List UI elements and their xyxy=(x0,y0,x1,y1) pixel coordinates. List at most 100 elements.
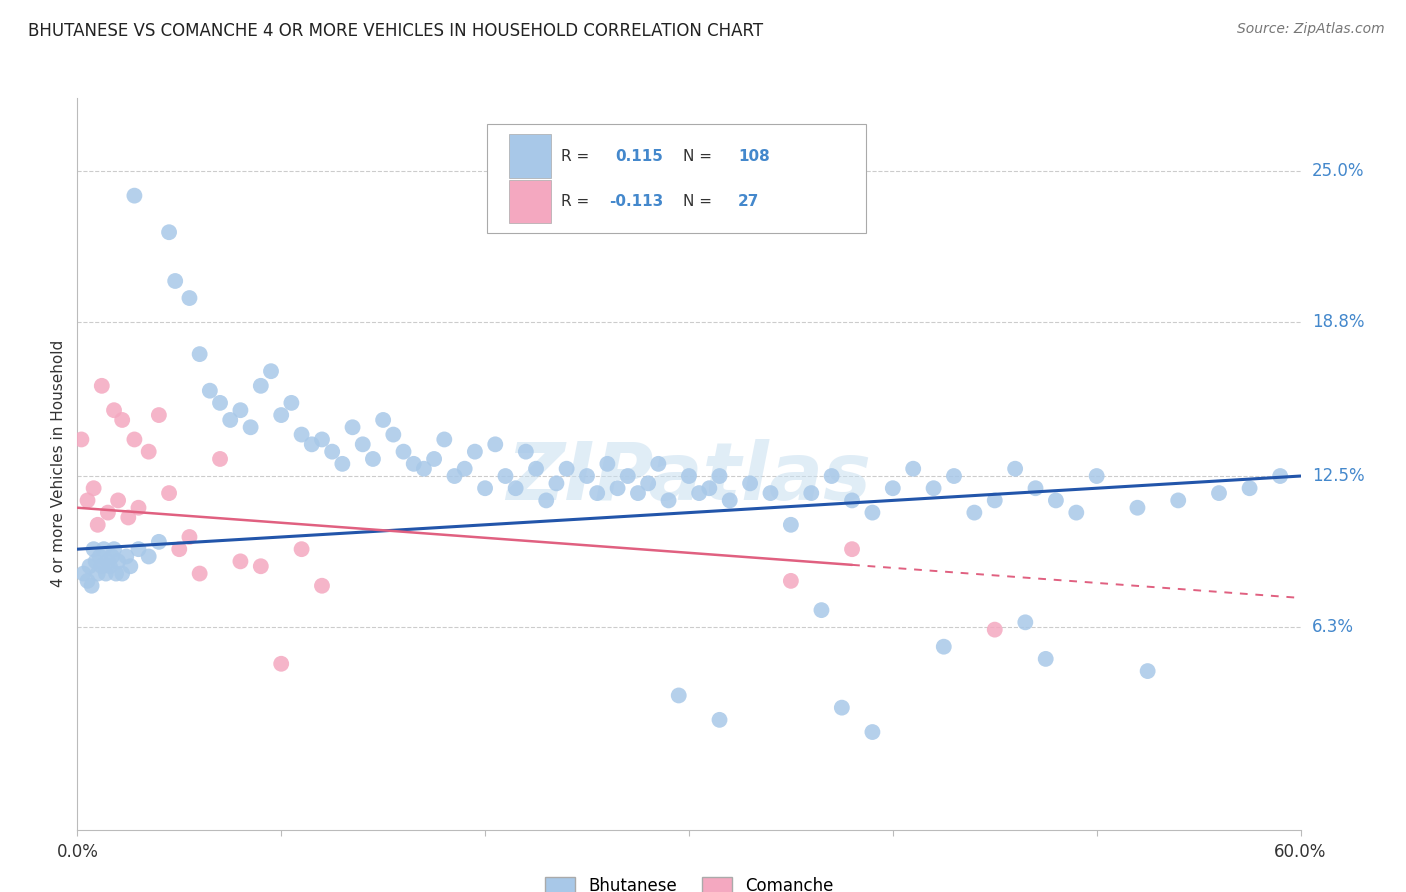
Point xyxy=(371,413,394,427)
Point xyxy=(290,542,312,557)
Y-axis label: 4 or more Vehicles in Household: 4 or more Vehicles in Household xyxy=(51,340,66,588)
Point xyxy=(188,566,211,581)
Point xyxy=(546,476,568,491)
Text: -0.113: -0.113 xyxy=(609,194,664,209)
Point xyxy=(157,225,180,239)
Point xyxy=(821,469,844,483)
Point xyxy=(90,559,112,574)
Point xyxy=(107,554,129,568)
Legend: Bhutanese, Comanche: Bhutanese, Comanche xyxy=(538,871,839,892)
Point xyxy=(382,427,405,442)
Point xyxy=(576,469,599,483)
Point xyxy=(943,469,966,483)
Point xyxy=(637,476,659,491)
Point xyxy=(239,420,262,434)
Point xyxy=(882,481,904,495)
Point xyxy=(107,493,129,508)
Point xyxy=(534,493,557,508)
Text: 0.115: 0.115 xyxy=(616,149,664,163)
Point xyxy=(250,379,273,393)
Point xyxy=(301,437,323,451)
Point xyxy=(179,530,201,544)
Point xyxy=(596,457,619,471)
Point xyxy=(229,403,252,417)
Point xyxy=(179,291,201,305)
Text: 18.8%: 18.8% xyxy=(1312,313,1364,332)
Point xyxy=(229,554,252,568)
Point xyxy=(413,461,436,475)
Point xyxy=(678,469,700,483)
Point xyxy=(72,566,94,581)
Point xyxy=(759,486,782,500)
Point xyxy=(647,457,669,471)
Text: ZIPatlas: ZIPatlas xyxy=(506,440,872,517)
Point xyxy=(1239,481,1261,495)
Point xyxy=(780,517,803,532)
Point xyxy=(402,457,425,471)
Point xyxy=(124,433,146,447)
Text: 108: 108 xyxy=(738,149,769,163)
Point xyxy=(1014,615,1036,630)
Point xyxy=(84,554,107,568)
Point xyxy=(524,461,547,475)
Point xyxy=(219,413,242,427)
Point xyxy=(1085,469,1108,483)
Text: R =: R = xyxy=(561,149,593,163)
Point xyxy=(90,379,112,393)
Point xyxy=(111,413,134,427)
Point xyxy=(1045,493,1067,508)
Point xyxy=(361,452,384,467)
Point xyxy=(124,188,146,202)
Point xyxy=(1167,493,1189,508)
Point xyxy=(117,510,139,524)
Point xyxy=(1066,506,1088,520)
Point xyxy=(1035,652,1057,666)
Point xyxy=(97,506,120,520)
Text: Source: ZipAtlas.com: Source: ZipAtlas.com xyxy=(1237,22,1385,37)
Text: 27: 27 xyxy=(738,194,759,209)
Point xyxy=(484,437,506,451)
Point xyxy=(270,657,292,671)
Text: R =: R = xyxy=(561,194,593,209)
Point xyxy=(120,559,142,574)
Point xyxy=(260,364,283,378)
Point xyxy=(780,574,803,588)
Point xyxy=(1024,481,1046,495)
Point xyxy=(932,640,955,654)
Point xyxy=(94,566,117,581)
Point xyxy=(505,481,527,495)
FancyBboxPatch shape xyxy=(486,124,866,234)
Point xyxy=(80,579,103,593)
Point xyxy=(963,506,986,520)
Point xyxy=(1208,486,1230,500)
Point xyxy=(127,500,149,515)
Point xyxy=(718,493,741,508)
Point xyxy=(453,461,475,475)
Point xyxy=(1136,664,1159,678)
Point xyxy=(115,549,138,564)
Point xyxy=(903,461,925,475)
Point xyxy=(105,566,128,581)
Point xyxy=(586,486,609,500)
Point xyxy=(841,493,863,508)
Point xyxy=(208,396,231,410)
Point xyxy=(800,486,823,500)
Point xyxy=(138,444,160,458)
Point xyxy=(250,559,273,574)
Point xyxy=(495,469,517,483)
Point xyxy=(342,420,364,434)
Point xyxy=(433,433,456,447)
Point xyxy=(138,549,160,564)
Point xyxy=(321,444,343,458)
Point xyxy=(1270,469,1292,483)
Text: 6.3%: 6.3% xyxy=(1312,618,1354,636)
Point xyxy=(688,486,710,500)
Point xyxy=(1126,500,1149,515)
Point xyxy=(515,444,537,458)
Point xyxy=(111,566,134,581)
Point xyxy=(188,347,211,361)
Text: 12.5%: 12.5% xyxy=(1312,467,1364,485)
Point xyxy=(392,444,415,458)
Point xyxy=(97,554,120,568)
Point xyxy=(290,427,312,442)
